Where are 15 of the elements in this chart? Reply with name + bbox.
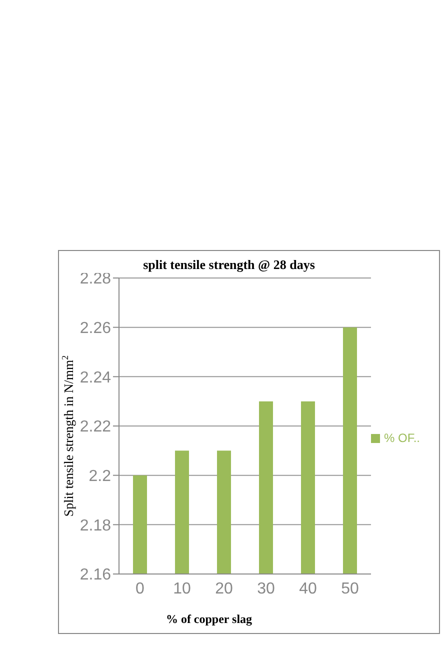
x-tick-label: 10: [173, 580, 191, 598]
x-axis-title: % of copper slag: [166, 612, 252, 626]
y-tick-label: 2.2: [88, 468, 112, 486]
legend-label: % OF..: [384, 431, 420, 445]
y-tick-label: 2.22: [80, 418, 112, 436]
x-tick-label: 50: [341, 580, 359, 598]
chart-title: split tensile strength @ 28 days: [143, 257, 315, 272]
y-tick-label: 2.24: [80, 369, 112, 386]
y-tick-label: 2.26: [80, 320, 112, 338]
y-tick-label: 2.16: [80, 566, 112, 584]
x-tick-label: 20: [215, 580, 233, 598]
y-tick-label: 2.18: [80, 517, 112, 534]
x-tick-label: 30: [257, 580, 275, 598]
x-tick-label: 0: [136, 580, 145, 598]
x-tick-label: 40: [299, 580, 317, 598]
